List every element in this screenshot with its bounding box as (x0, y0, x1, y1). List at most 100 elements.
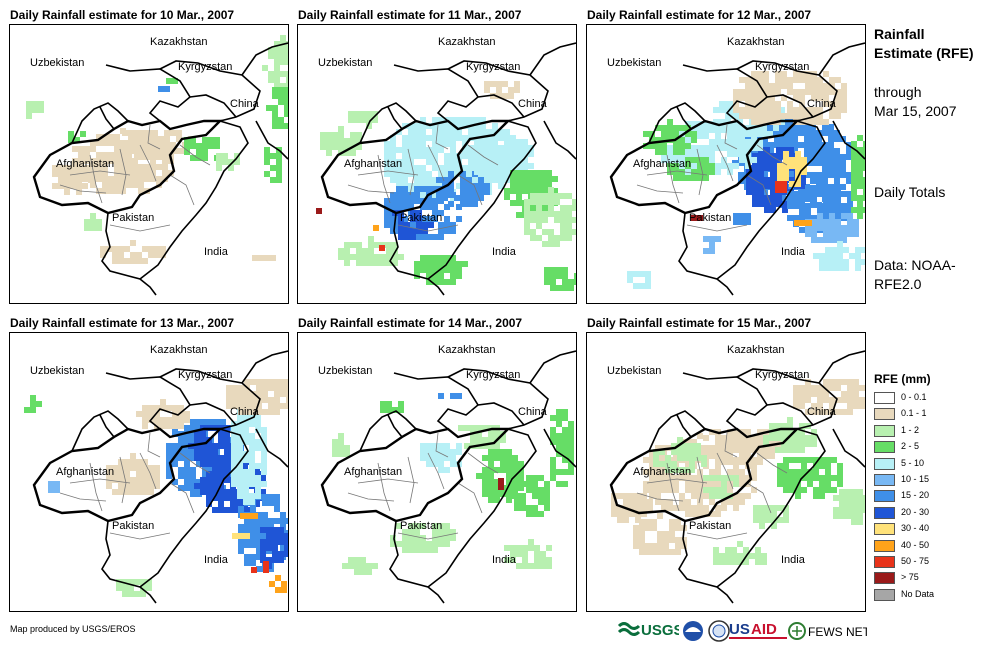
rainfall-cell (757, 145, 763, 151)
rainfall-cell (480, 163, 486, 169)
rainfall-cell (780, 130, 786, 136)
rainfall-cell (380, 407, 386, 413)
rainfall-cell (823, 391, 829, 397)
rainfall-cell (783, 511, 789, 517)
rainfall-cell (611, 499, 617, 505)
rainfall-cell (126, 164, 132, 170)
rainfall-cell (733, 95, 739, 101)
rainfall-cell (266, 545, 272, 551)
rainfall-cell (158, 142, 164, 148)
country-label-kyrgyzstan: Kyrgyzstan (178, 369, 232, 381)
rainfall-cell (260, 489, 266, 495)
rainfall-cell (162, 170, 168, 176)
rainfall-cell (146, 154, 152, 160)
rainfall-cell (78, 158, 84, 164)
rainfall-cell (853, 219, 859, 225)
rainfall-cell (510, 135, 516, 141)
rainfall-cell (697, 157, 703, 163)
country-label-kyrgyzstan: Kyrgyzstan (178, 61, 232, 73)
rainfall-cell (679, 493, 685, 499)
rainfall-cell (496, 81, 502, 87)
rainfall-cell (272, 545, 278, 551)
rainfall-cell (554, 241, 560, 247)
rainfall-cell (438, 449, 444, 455)
rainfall-cell (494, 491, 500, 497)
rainfall-cell (846, 178, 852, 184)
rainfall-cell (426, 177, 432, 183)
province-border (756, 144, 788, 166)
rainfall-cell (715, 441, 721, 447)
rainfall-cell (795, 157, 801, 163)
rainfall-cell (667, 125, 673, 131)
rainfall-cell (232, 403, 238, 409)
rainfall-cell (468, 171, 474, 177)
rainfall-cell (556, 409, 562, 415)
rainfall-cell (256, 524, 262, 530)
rainfall-cell (727, 499, 733, 505)
country-label-china: China (807, 406, 837, 418)
rainfall-cell (649, 457, 655, 463)
rainfall-cell (224, 465, 230, 471)
rainfall-cell (528, 206, 534, 212)
rainfall-cell (845, 513, 851, 519)
rainfall-cell (793, 215, 799, 221)
rainfall-cell (739, 213, 745, 219)
rainfall-cell (386, 407, 392, 413)
legend-label: 15 - 20 (901, 490, 930, 501)
rainfall-cell (498, 129, 504, 135)
rainfall-cell (633, 271, 639, 277)
rainfall-cell (516, 151, 522, 157)
rainfall-cell (835, 397, 841, 403)
rainfall-cell (737, 541, 743, 547)
rainfall-cell (408, 222, 414, 228)
country-border (529, 42, 576, 76)
rainfall-cell (764, 207, 770, 213)
rainfall-cell (237, 469, 243, 475)
rainfall-cell (444, 449, 450, 455)
rainfall-cell (96, 176, 102, 182)
rainfall-cell (442, 195, 448, 201)
rainfall-cell (524, 199, 530, 205)
rainfall-cell (841, 83, 847, 89)
rainfall-cell (172, 431, 178, 437)
rainfall-cell (841, 237, 847, 243)
rainfall-cell (540, 176, 546, 182)
rainfall-cell (851, 171, 857, 177)
rainfall-cell (807, 469, 813, 475)
rainfall-cell (130, 459, 136, 465)
rainfall-cell (460, 171, 466, 177)
rainfall-cell (420, 267, 426, 273)
rainfall-cell (118, 489, 124, 495)
rainfall-cell (752, 189, 758, 195)
rainfall-cell (560, 193, 566, 199)
rainfall-cell (787, 113, 793, 119)
rainfall-cell (792, 136, 798, 142)
rainfall-cell (450, 141, 456, 147)
rainfall-cell (526, 481, 532, 487)
rainfall-cell (130, 489, 136, 495)
rainfall-cell (136, 252, 142, 258)
rainfall-cell (739, 95, 745, 101)
rainfall-cell (108, 188, 114, 194)
rainfall-cell (689, 455, 695, 461)
rainfall-cell (544, 279, 550, 285)
rainfall-cell (645, 549, 651, 555)
rainfall-cell (697, 433, 703, 439)
country-border (241, 42, 288, 76)
rainfall-cell (237, 493, 243, 499)
rainfall-cell (805, 397, 811, 403)
rainfall-cell (845, 501, 851, 507)
rainfall-map-12-mar: Kazakhstan Uzbekistan Kyrgyzstan China Afgha… (586, 24, 866, 304)
rainfall-cell (148, 465, 154, 471)
rainfall-cell (855, 265, 861, 271)
rainfall-cell (374, 242, 380, 248)
rainfall-cell (134, 154, 140, 160)
rainfall-cell (837, 469, 843, 475)
rainfall-cell (800, 183, 806, 189)
rainfall-cell (64, 165, 70, 171)
rainfall-cell (390, 159, 396, 165)
rainfall-cell (795, 493, 801, 499)
rainfall-cell (851, 195, 857, 201)
rainfall-cell (408, 153, 414, 159)
rainfall-cell (727, 453, 733, 459)
